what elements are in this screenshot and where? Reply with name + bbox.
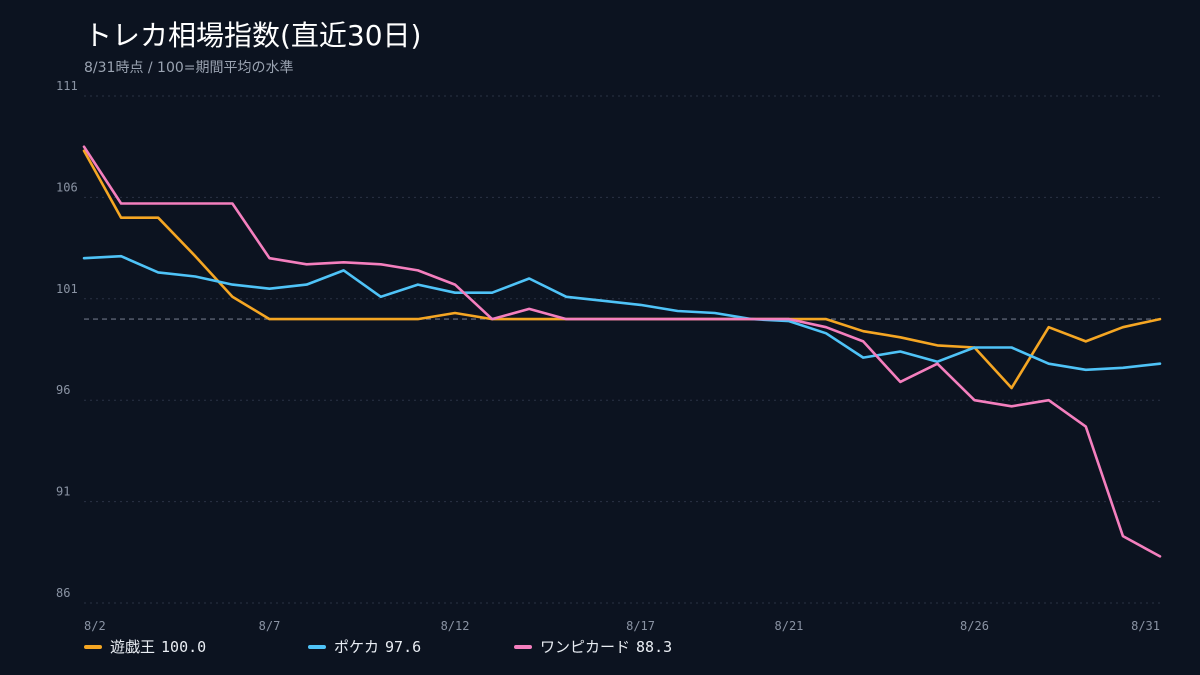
- legend-label: ポケカ: [334, 638, 380, 656]
- series-line-2: [82, 145, 1162, 558]
- legend-value: 88.3: [636, 637, 673, 656]
- x-tick-label: 8/12: [441, 619, 470, 633]
- series-line-0: [82, 149, 1162, 390]
- x-tick-label: 8/17: [626, 619, 655, 633]
- y-tick-label: 91: [56, 485, 70, 499]
- y-tick-label: 86: [56, 586, 70, 600]
- legend-label: ワンピカード: [540, 638, 631, 656]
- series-line-1: [82, 254, 1162, 372]
- y-tick-label: 111: [56, 79, 78, 93]
- legend-item: ポケカ 97.6: [308, 636, 421, 657]
- y-tick-label: 96: [56, 383, 70, 397]
- y-tick-label: 106: [56, 180, 78, 194]
- x-tick-label: 8/21: [775, 619, 804, 633]
- legend-item: ワンピカード 88.3: [514, 636, 672, 657]
- chart-subtitle: 8/31時点 / 100=期間平均の水準: [84, 60, 294, 76]
- x-tick-label: 8/26: [960, 619, 989, 633]
- legend-swatch: [84, 644, 102, 649]
- legend-swatch: [514, 644, 532, 649]
- legend-value: 100.0: [161, 637, 207, 656]
- y-tick-label: 101: [56, 282, 78, 296]
- legend-label: 遊戯王: [110, 638, 156, 656]
- x-tick-label: 8/31: [1131, 619, 1160, 633]
- legend: 遊戯王 100.0 ポケカ 97.6 ワンピカード 88.3: [84, 636, 1164, 658]
- legend-swatch: [308, 644, 326, 649]
- x-tick-label: 8/7: [259, 619, 281, 633]
- chart-title: トレカ相場指数(直近30日): [84, 19, 422, 52]
- legend-value: 97.6: [385, 637, 422, 656]
- x-tick-label: 8/2: [84, 619, 106, 633]
- legend-item: 遊戯王 100.0: [84, 636, 206, 657]
